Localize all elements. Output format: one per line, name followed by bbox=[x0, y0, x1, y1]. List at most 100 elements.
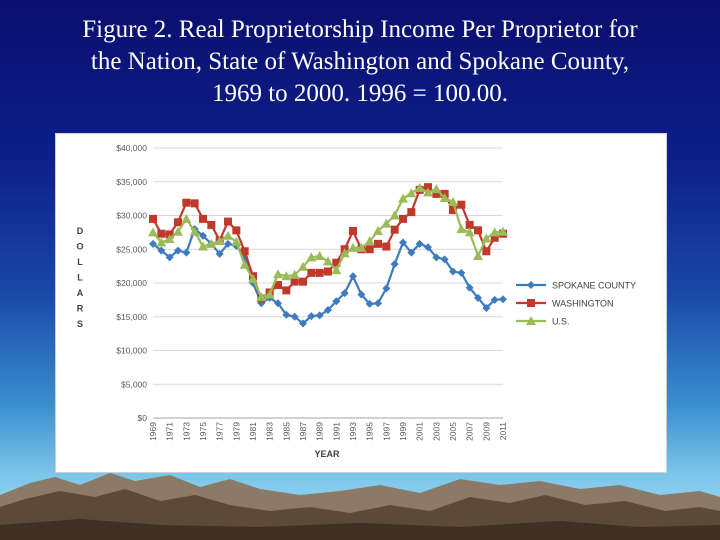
data-point bbox=[299, 277, 307, 286]
x-tick-label: 1997 bbox=[381, 422, 391, 441]
data-point bbox=[157, 229, 166, 238]
data-point bbox=[389, 210, 400, 220]
y-tick-label: $0 bbox=[138, 413, 148, 423]
line-chart: $0 $5,000 $10,000 $15,000 $20,000 $25,000 $30,… bbox=[76, 143, 636, 459]
data-point bbox=[474, 226, 482, 235]
data-point bbox=[182, 248, 191, 257]
data-point bbox=[407, 248, 416, 257]
data-point bbox=[307, 268, 316, 277]
data-point bbox=[215, 249, 224, 258]
data-point bbox=[190, 199, 199, 208]
data-point bbox=[448, 197, 458, 206]
data-point bbox=[174, 218, 182, 227]
y-axis-label-letter: S bbox=[77, 319, 83, 329]
y-axis-label-letter: D bbox=[77, 226, 84, 236]
x-tick-label: 1983 bbox=[265, 422, 275, 441]
data-point bbox=[231, 236, 242, 246]
data-point bbox=[199, 214, 207, 223]
data-point bbox=[465, 220, 474, 229]
data-point bbox=[149, 239, 157, 248]
data-point bbox=[224, 239, 232, 248]
data-point bbox=[324, 306, 332, 314]
data-point bbox=[482, 247, 491, 256]
x-tick-label: 1995 bbox=[365, 422, 375, 441]
data-point bbox=[223, 230, 233, 240]
data-point bbox=[331, 265, 342, 275]
data-point bbox=[440, 255, 449, 264]
gridlines bbox=[153, 147, 503, 419]
data-point bbox=[282, 310, 291, 319]
data-point bbox=[290, 277, 299, 286]
x-tick-label: 2001 bbox=[415, 422, 425, 441]
x-tick-label: 2007 bbox=[465, 422, 475, 441]
foreground-ground bbox=[0, 519, 720, 540]
data-point bbox=[390, 225, 399, 234]
data-point bbox=[464, 227, 475, 237]
legend-entry: SPOKANE COUNTY bbox=[552, 281, 636, 291]
data-point bbox=[365, 299, 374, 308]
legend: SPOKANE COUNTY WASHINGTON U.S. bbox=[516, 281, 636, 327]
data-point bbox=[489, 227, 500, 237]
data-point bbox=[349, 272, 357, 281]
data-point bbox=[273, 269, 283, 279]
data-point bbox=[340, 289, 349, 298]
data-point bbox=[315, 268, 324, 277]
chart-panel: $0 $5,000 $10,000 $15,000 $20,000 $25,000 $30,… bbox=[55, 133, 667, 473]
x-tick-label: 1985 bbox=[281, 422, 291, 441]
data-point bbox=[432, 253, 441, 262]
data-point bbox=[157, 246, 166, 255]
data-point bbox=[424, 243, 432, 252]
y-axis-label-letter: L bbox=[77, 257, 83, 267]
data-point bbox=[398, 193, 408, 203]
data-point bbox=[457, 200, 466, 209]
x-tick-label: 1977 bbox=[215, 422, 225, 441]
y-tick-label: $5,000 bbox=[121, 379, 147, 389]
data-point bbox=[365, 245, 374, 254]
data-point bbox=[306, 252, 317, 262]
data-point bbox=[423, 187, 433, 197]
legend-swatch-marker bbox=[526, 316, 536, 325]
mountain-landscape bbox=[0, 473, 720, 540]
data-point bbox=[173, 226, 183, 236]
data-point bbox=[248, 273, 258, 283]
y-axis-label-letter: O bbox=[76, 242, 83, 252]
data-point bbox=[299, 319, 307, 328]
x-tick-label: 1991 bbox=[331, 422, 341, 441]
data-point bbox=[290, 312, 299, 321]
x-tick-label: 1981 bbox=[248, 422, 258, 441]
data-point bbox=[457, 268, 466, 277]
data-point bbox=[323, 256, 333, 266]
data-point bbox=[148, 227, 158, 237]
data-point bbox=[189, 226, 200, 236]
data-point bbox=[381, 218, 392, 228]
data-point bbox=[348, 242, 358, 252]
data-point bbox=[431, 184, 442, 194]
x-tick-label: 1979 bbox=[231, 422, 241, 441]
data-point bbox=[332, 297, 341, 306]
slide-title: Figure 2. Real Proprietorship Income Per… bbox=[82, 16, 638, 107]
y-axis-ticks: $0 $5,000 $10,000 $15,000 $20,000 $25,000 $30,… bbox=[116, 143, 147, 423]
x-tick-label: 1973 bbox=[181, 422, 191, 441]
data-point bbox=[164, 234, 175, 244]
data-point bbox=[406, 188, 417, 198]
y-tick-label: $35,000 bbox=[116, 177, 147, 187]
x-axis-label: YEAR bbox=[314, 449, 340, 459]
data-point bbox=[465, 283, 474, 292]
data-point bbox=[481, 233, 492, 243]
data-point bbox=[298, 261, 308, 271]
data-point bbox=[174, 246, 182, 255]
x-tick-label: 1993 bbox=[348, 422, 358, 441]
x-tick-label: 1989 bbox=[315, 422, 325, 441]
x-tick-label: 1969 bbox=[148, 422, 158, 441]
series-lines bbox=[148, 182, 508, 328]
data-point bbox=[274, 281, 282, 290]
legend-swatch-marker bbox=[527, 299, 535, 307]
legend-swatch-marker bbox=[527, 281, 535, 289]
data-point bbox=[349, 227, 357, 236]
x-tick-label: 1975 bbox=[198, 422, 208, 441]
data-point bbox=[314, 251, 325, 260]
data-point bbox=[264, 289, 275, 299]
data-point bbox=[474, 293, 482, 302]
data-point bbox=[232, 226, 241, 235]
series-u-s bbox=[148, 182, 508, 302]
